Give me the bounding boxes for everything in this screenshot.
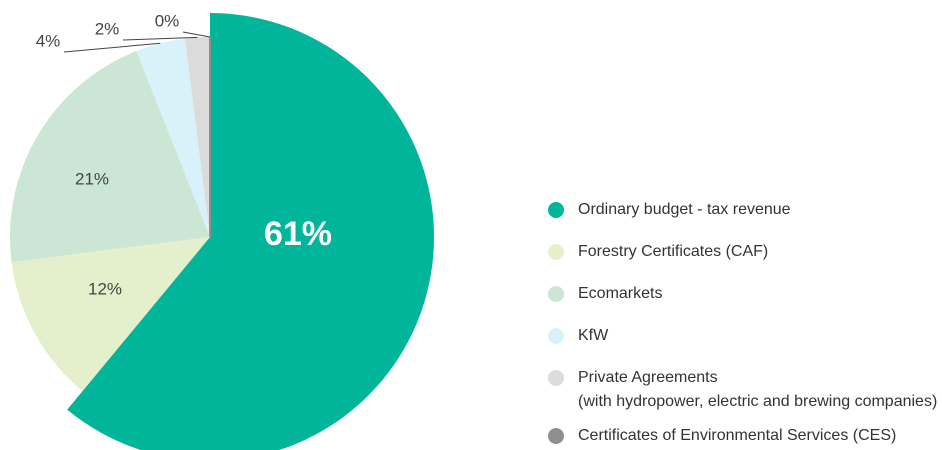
legend-label: Private Agreements (with hydropower, ele… xyxy=(578,369,938,410)
legend-label: Forestry Certificates (CAF) xyxy=(578,243,769,260)
pie-slice xyxy=(11,237,211,392)
data-label: 61% xyxy=(264,215,332,253)
pie-slice xyxy=(67,13,434,450)
leader-line xyxy=(122,36,198,41)
legend-marker xyxy=(548,286,564,302)
pie-slice xyxy=(184,37,210,237)
pie-chart: 61% 12% 21% 4% 2% 0% xyxy=(9,11,434,450)
leader-line xyxy=(182,31,211,38)
legend-marker xyxy=(548,328,564,344)
legend-marker xyxy=(548,244,564,260)
legend-label: KfW xyxy=(578,327,609,344)
legend-marker xyxy=(548,202,564,218)
legend-label: Certificates of Environmental Services (… xyxy=(578,427,897,444)
pie-slice xyxy=(9,51,210,263)
data-label: 12% xyxy=(88,279,122,298)
legend-label: Ecomarkets xyxy=(578,285,663,302)
legend-marker xyxy=(548,428,564,444)
data-label: 2% xyxy=(95,19,120,38)
legend-marker xyxy=(548,370,564,386)
legend-label: Ordinary budget - tax revenue xyxy=(578,201,791,218)
data-label: 4% xyxy=(36,31,61,50)
leader-line xyxy=(63,42,161,53)
data-label: 21% xyxy=(75,169,109,188)
data-label: 0% xyxy=(155,11,180,30)
pie-slice xyxy=(136,38,210,238)
